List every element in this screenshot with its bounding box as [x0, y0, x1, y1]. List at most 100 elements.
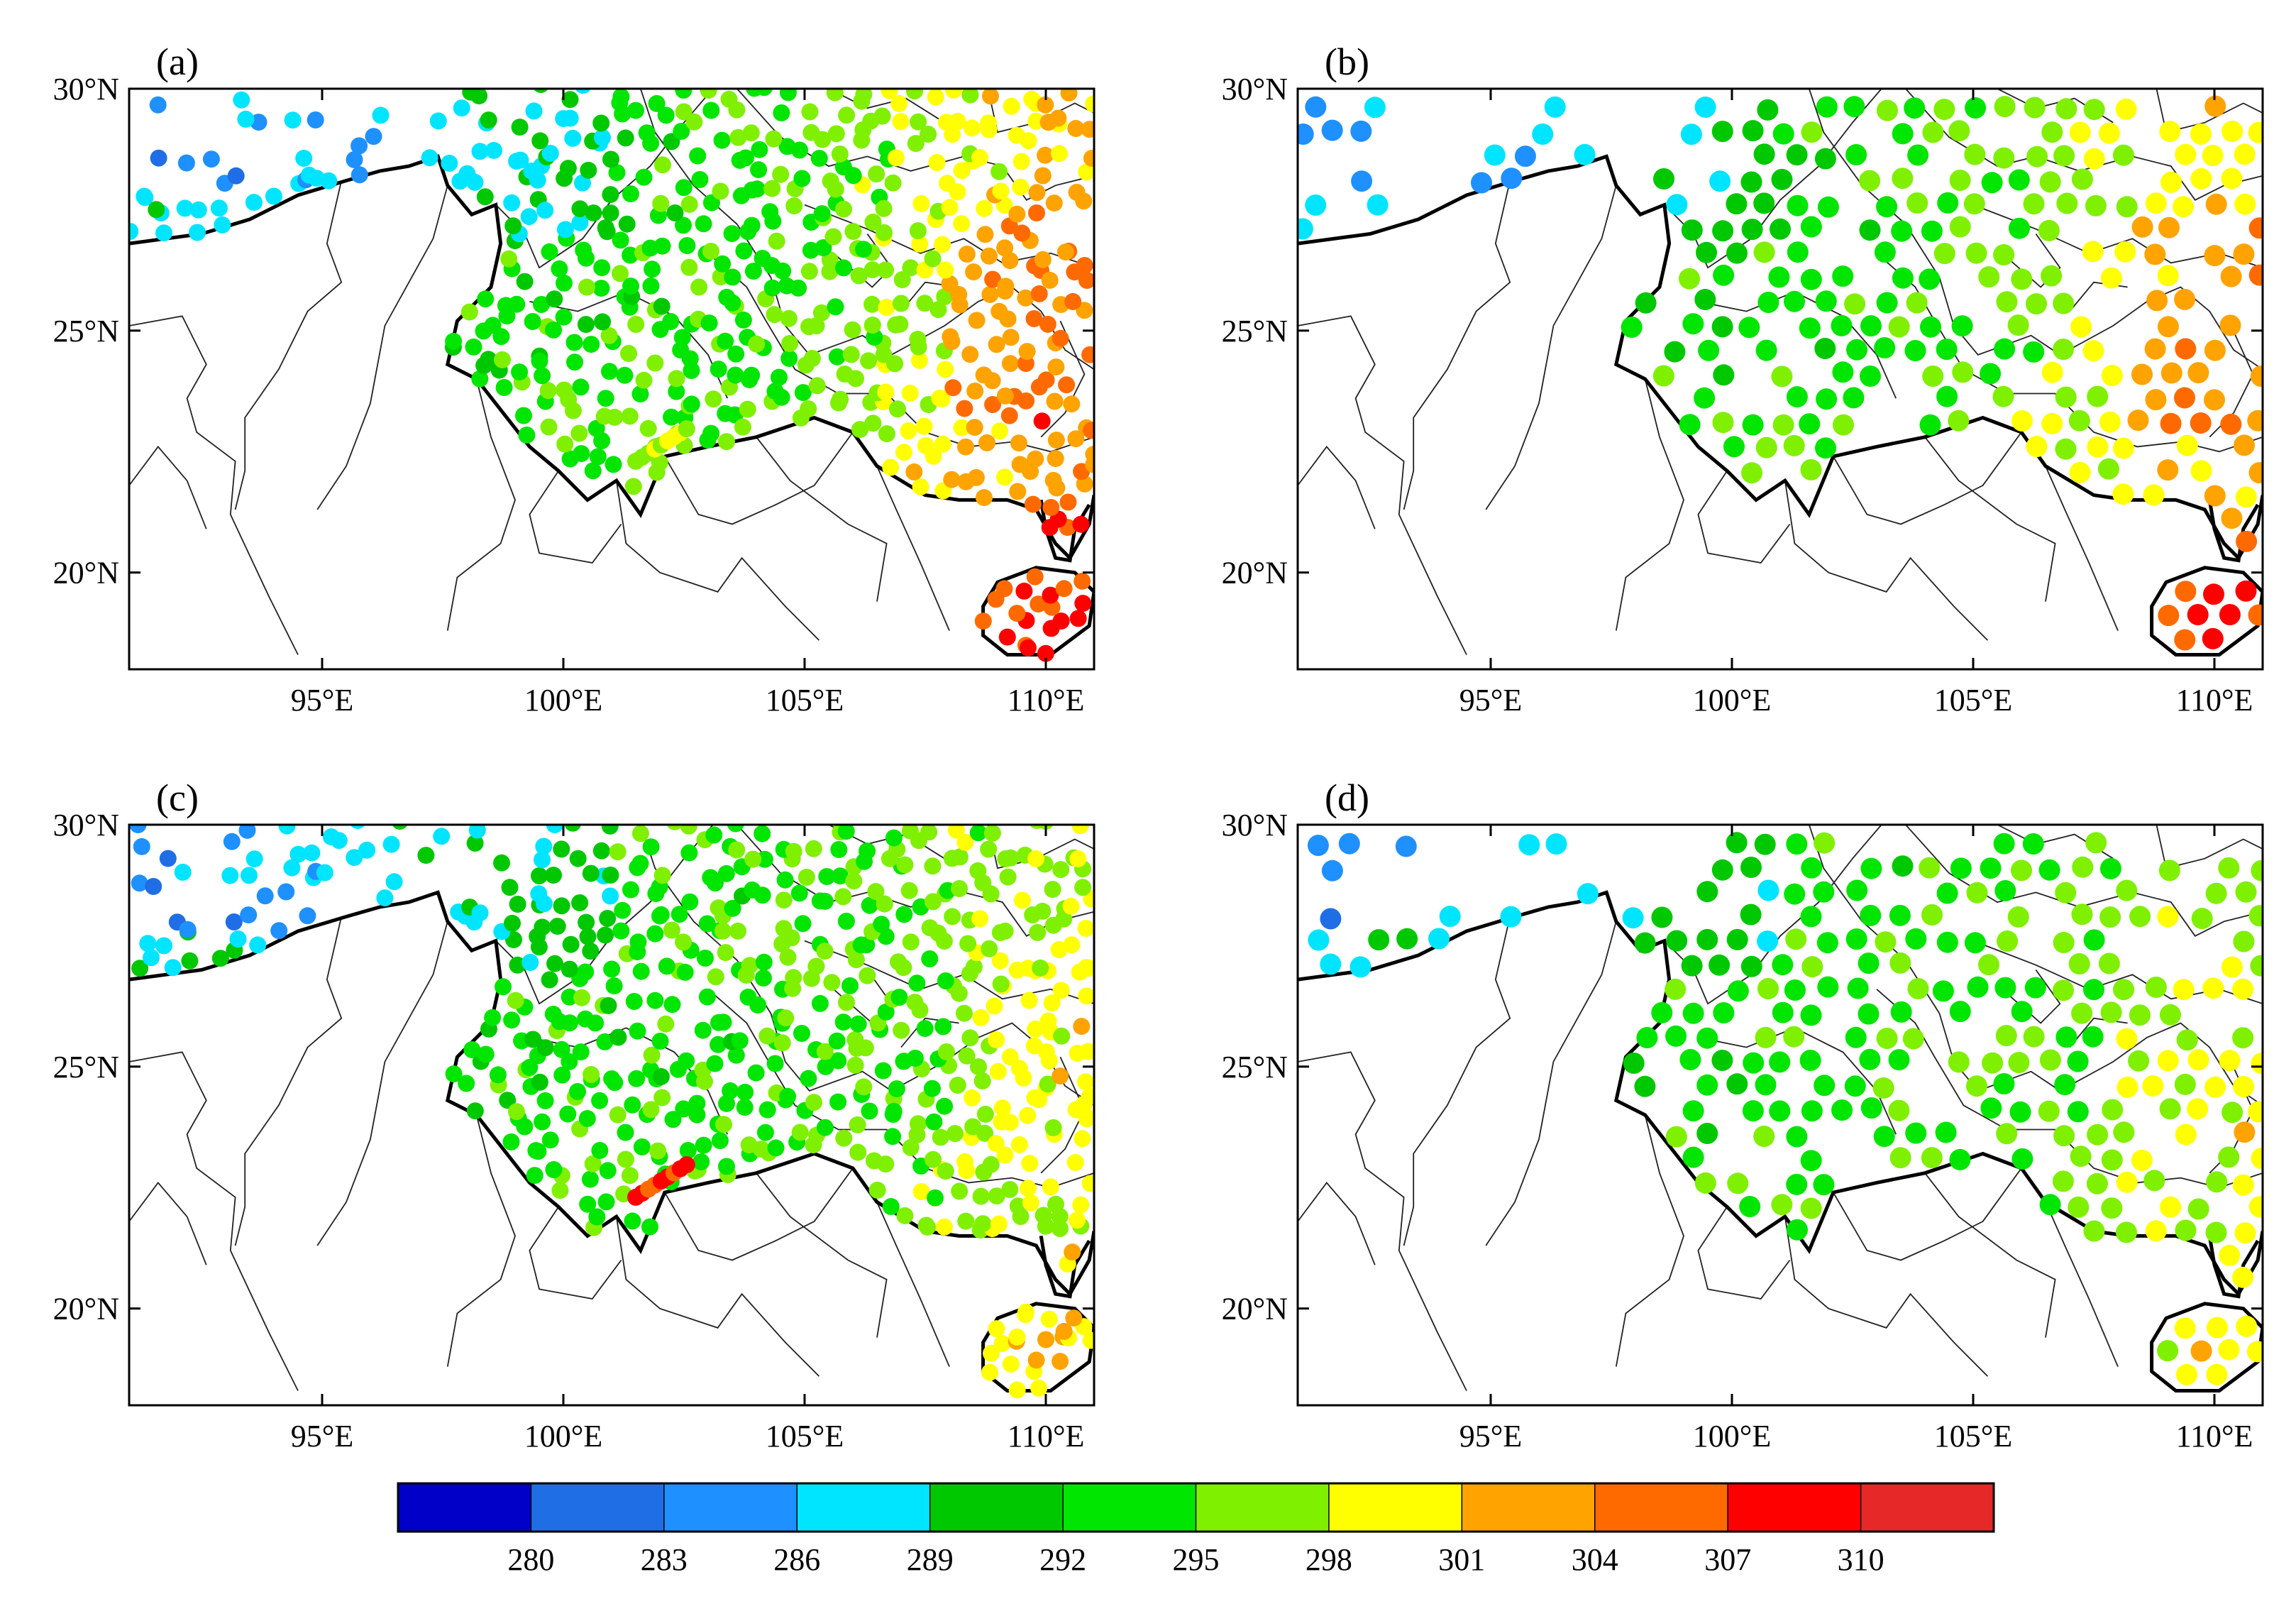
station-marker	[189, 224, 206, 241]
station-marker	[1063, 395, 1081, 413]
station-marker	[2176, 434, 2198, 456]
station-marker	[539, 382, 557, 400]
station-marker	[561, 1053, 578, 1070]
station-marker	[1907, 978, 1929, 999]
station-marker	[129, 825, 147, 834]
station-marker	[1892, 267, 1914, 289]
station-marker	[1030, 1379, 1048, 1397]
colorbar-swatch	[1462, 1483, 1596, 1532]
station-marker	[1320, 908, 1342, 930]
station-marker	[139, 935, 157, 952]
station-marker	[1002, 849, 1020, 867]
station-marker	[1801, 857, 1823, 879]
station-marker	[564, 825, 582, 832]
boundary-line	[1615, 378, 1684, 631]
station-marker	[365, 128, 382, 145]
station-marker	[2204, 339, 2226, 361]
station-marker	[846, 1056, 864, 1074]
station-marker	[2236, 1315, 2258, 1337]
station-marker	[556, 274, 573, 292]
station-marker	[736, 149, 754, 167]
station-marker	[1742, 414, 1764, 436]
station-marker	[934, 236, 951, 253]
station-marker	[941, 199, 959, 216]
station-marker	[885, 1102, 903, 1120]
station-marker	[2009, 1101, 2031, 1123]
station-marker	[924, 893, 942, 911]
x-tick-label: 105°E	[766, 683, 844, 718]
station-marker	[174, 863, 192, 881]
station-marker	[953, 215, 971, 233]
station-marker	[855, 89, 873, 103]
station-marker	[559, 1105, 577, 1123]
station-marker	[761, 203, 779, 221]
station-marker	[678, 1052, 695, 1070]
hainan-island	[981, 566, 1094, 657]
station-marker	[965, 263, 983, 281]
station-marker	[934, 1018, 952, 1036]
station-marker	[971, 149, 989, 166]
station-marker	[981, 247, 998, 265]
station-marker	[834, 1014, 852, 1031]
station-marker	[971, 910, 989, 928]
station-marker	[2099, 411, 2121, 433]
station-marker	[2191, 908, 2213, 930]
station-marker	[662, 313, 680, 330]
station-marker	[1888, 1099, 1910, 1121]
station-marker	[1034, 167, 1052, 185]
station-marker	[910, 113, 927, 131]
station-marker	[2247, 410, 2263, 432]
station-marker	[210, 199, 228, 217]
station-marker	[579, 1195, 597, 1213]
station-marker	[1980, 857, 2002, 879]
station-marker	[683, 395, 700, 413]
station-marker	[1696, 241, 1717, 263]
station-marker	[868, 165, 885, 183]
station-marker	[1052, 982, 1070, 999]
station-marker	[241, 867, 258, 884]
station-marker	[889, 400, 906, 418]
boundary-line	[529, 1027, 729, 1135]
station-marker	[536, 1039, 554, 1057]
station-marker	[1993, 1073, 2015, 1094]
station-marker	[758, 1101, 776, 1119]
station-marker	[2041, 121, 2063, 143]
station-marker	[1757, 978, 1779, 999]
station-marker	[1890, 1001, 1912, 1023]
station-marker	[588, 1208, 606, 1226]
station-marker	[2234, 143, 2256, 165]
colorbar-swatch	[398, 1483, 531, 1532]
station-marker	[1030, 595, 1047, 613]
station-marker	[1350, 956, 1371, 978]
station-marker	[827, 125, 845, 143]
station-marker	[648, 94, 666, 112]
station-marker	[1052, 329, 1069, 347]
station-marker	[1786, 833, 1808, 855]
station-marker	[1037, 371, 1055, 389]
station-marker	[2082, 340, 2104, 362]
station-marker	[564, 402, 582, 419]
station-marker	[990, 1215, 1008, 1233]
station-marker	[1933, 99, 1955, 121]
station-marker	[494, 351, 511, 368]
boundary-line	[1876, 989, 2263, 1189]
station-marker	[155, 224, 172, 242]
station-marker	[622, 278, 639, 295]
station-marker	[2160, 412, 2182, 434]
station-marker	[984, 270, 1002, 288]
station-marker	[896, 856, 914, 874]
station-marker	[508, 295, 526, 313]
station-marker	[525, 102, 543, 120]
station-marker	[574, 174, 591, 192]
station-marker	[1876, 1028, 1898, 1049]
station-marker	[433, 828, 451, 845]
station-marker	[1888, 316, 1910, 338]
colorbar-tick-label: 307	[1704, 1542, 1751, 1577]
station-marker	[555, 308, 573, 326]
station-marker	[967, 468, 985, 486]
station-marker	[629, 933, 647, 951]
station-marker	[346, 849, 363, 867]
station-marker	[1801, 956, 1823, 978]
station-marker	[602, 204, 619, 222]
station-marker	[270, 922, 288, 940]
